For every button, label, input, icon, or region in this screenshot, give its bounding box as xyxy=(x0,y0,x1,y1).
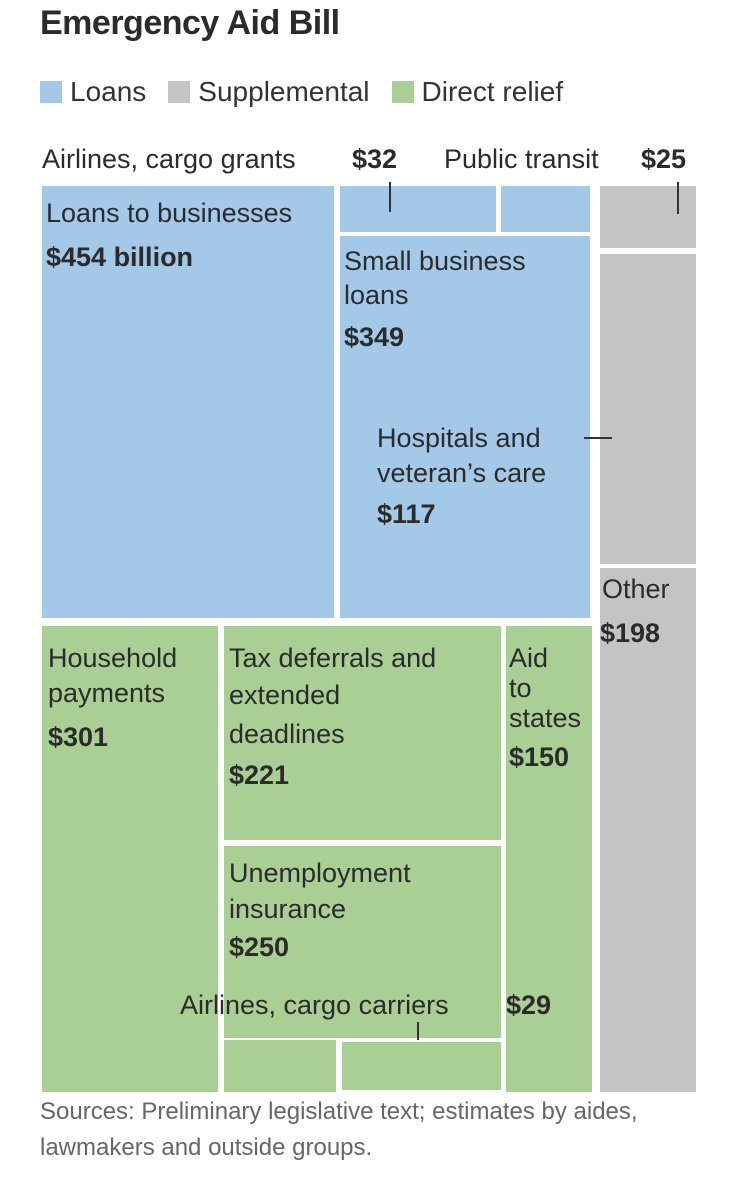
legend-label-loans: Loans xyxy=(70,76,147,107)
value-public-transit: $25 xyxy=(641,144,686,174)
value-small-business: $349 xyxy=(344,322,404,352)
label-unemployment-2: insurance xyxy=(229,894,346,924)
legend-item-direct-relief: Direct relief xyxy=(391,76,564,108)
label-tax-2: extended xyxy=(229,680,340,710)
value-unemployment: $250 xyxy=(229,932,289,962)
value-airlines-carriers: $29 xyxy=(506,990,551,1020)
value-aid-states: $150 xyxy=(509,742,569,772)
label-aid-states-1: Aid xyxy=(509,643,548,673)
legend-label-direct-relief: Direct relief xyxy=(421,76,564,107)
label-loans-to-businesses: Loans to businesses xyxy=(46,198,292,228)
tile-airlines-grants-a xyxy=(340,186,496,232)
tile-small-business-loans xyxy=(340,236,590,618)
tile-unemployment xyxy=(224,846,501,1038)
legend-label-supplemental: Supplemental xyxy=(198,76,370,107)
legend-swatch-loans xyxy=(40,81,62,103)
tile-aid-to-states xyxy=(506,626,592,1092)
label-public-transit: Public transit xyxy=(444,144,599,174)
label-airlines-grants: Airlines, cargo grants xyxy=(42,144,296,174)
label-unemployment-1: Unemployment xyxy=(229,858,411,888)
value-airlines-grants: $32 xyxy=(352,144,397,174)
tile-airlines-grants-b xyxy=(501,186,590,232)
legend: Loans Supplemental Direct relief xyxy=(40,76,585,108)
tile-other xyxy=(600,568,696,1092)
tile-airlines-carriers xyxy=(342,1042,501,1090)
label-airlines-carriers: Airlines, cargo carriers xyxy=(180,990,449,1020)
label-tax-3: deadlines xyxy=(229,719,345,749)
label-other: Other xyxy=(602,574,670,604)
tile-loans-to-businesses xyxy=(42,186,334,618)
tile-hospitals xyxy=(600,254,696,564)
legend-item-supplemental: Supplemental xyxy=(168,76,370,108)
label-small-business-1: Small business xyxy=(344,246,526,276)
tile-household-payments xyxy=(42,626,218,1092)
source-note: Sources: Preliminary legislative text; e… xyxy=(40,1098,638,1161)
tile-tax-deferrals xyxy=(224,626,501,840)
label-aid-states-3: states xyxy=(509,703,581,733)
label-hospitals-2: veteran’s care xyxy=(377,458,546,488)
label-small-business-2: loans xyxy=(344,280,409,310)
label-household-1: Household xyxy=(48,643,177,673)
chart-title: Emergency Aid Bill xyxy=(40,4,340,42)
legend-item-loans: Loans xyxy=(40,76,146,108)
legend-swatch-supplemental xyxy=(168,81,191,103)
label-household-2: payments xyxy=(48,678,165,708)
tile-airlines-carriers-left xyxy=(224,1040,336,1092)
label-aid-states-2: to xyxy=(509,673,532,703)
value-household: $301 xyxy=(48,722,108,752)
value-hospitals: $117 xyxy=(377,499,436,529)
label-tax-1: Tax deferrals and xyxy=(229,643,436,673)
value-tax: $221 xyxy=(229,760,289,790)
tile-public-transit xyxy=(600,186,696,248)
value-other: $198 xyxy=(600,618,660,648)
value-loans-to-businesses: $454 billion xyxy=(46,242,193,272)
legend-swatch-direct-relief xyxy=(391,81,414,103)
label-hospitals-1: Hospitals and xyxy=(377,423,541,453)
